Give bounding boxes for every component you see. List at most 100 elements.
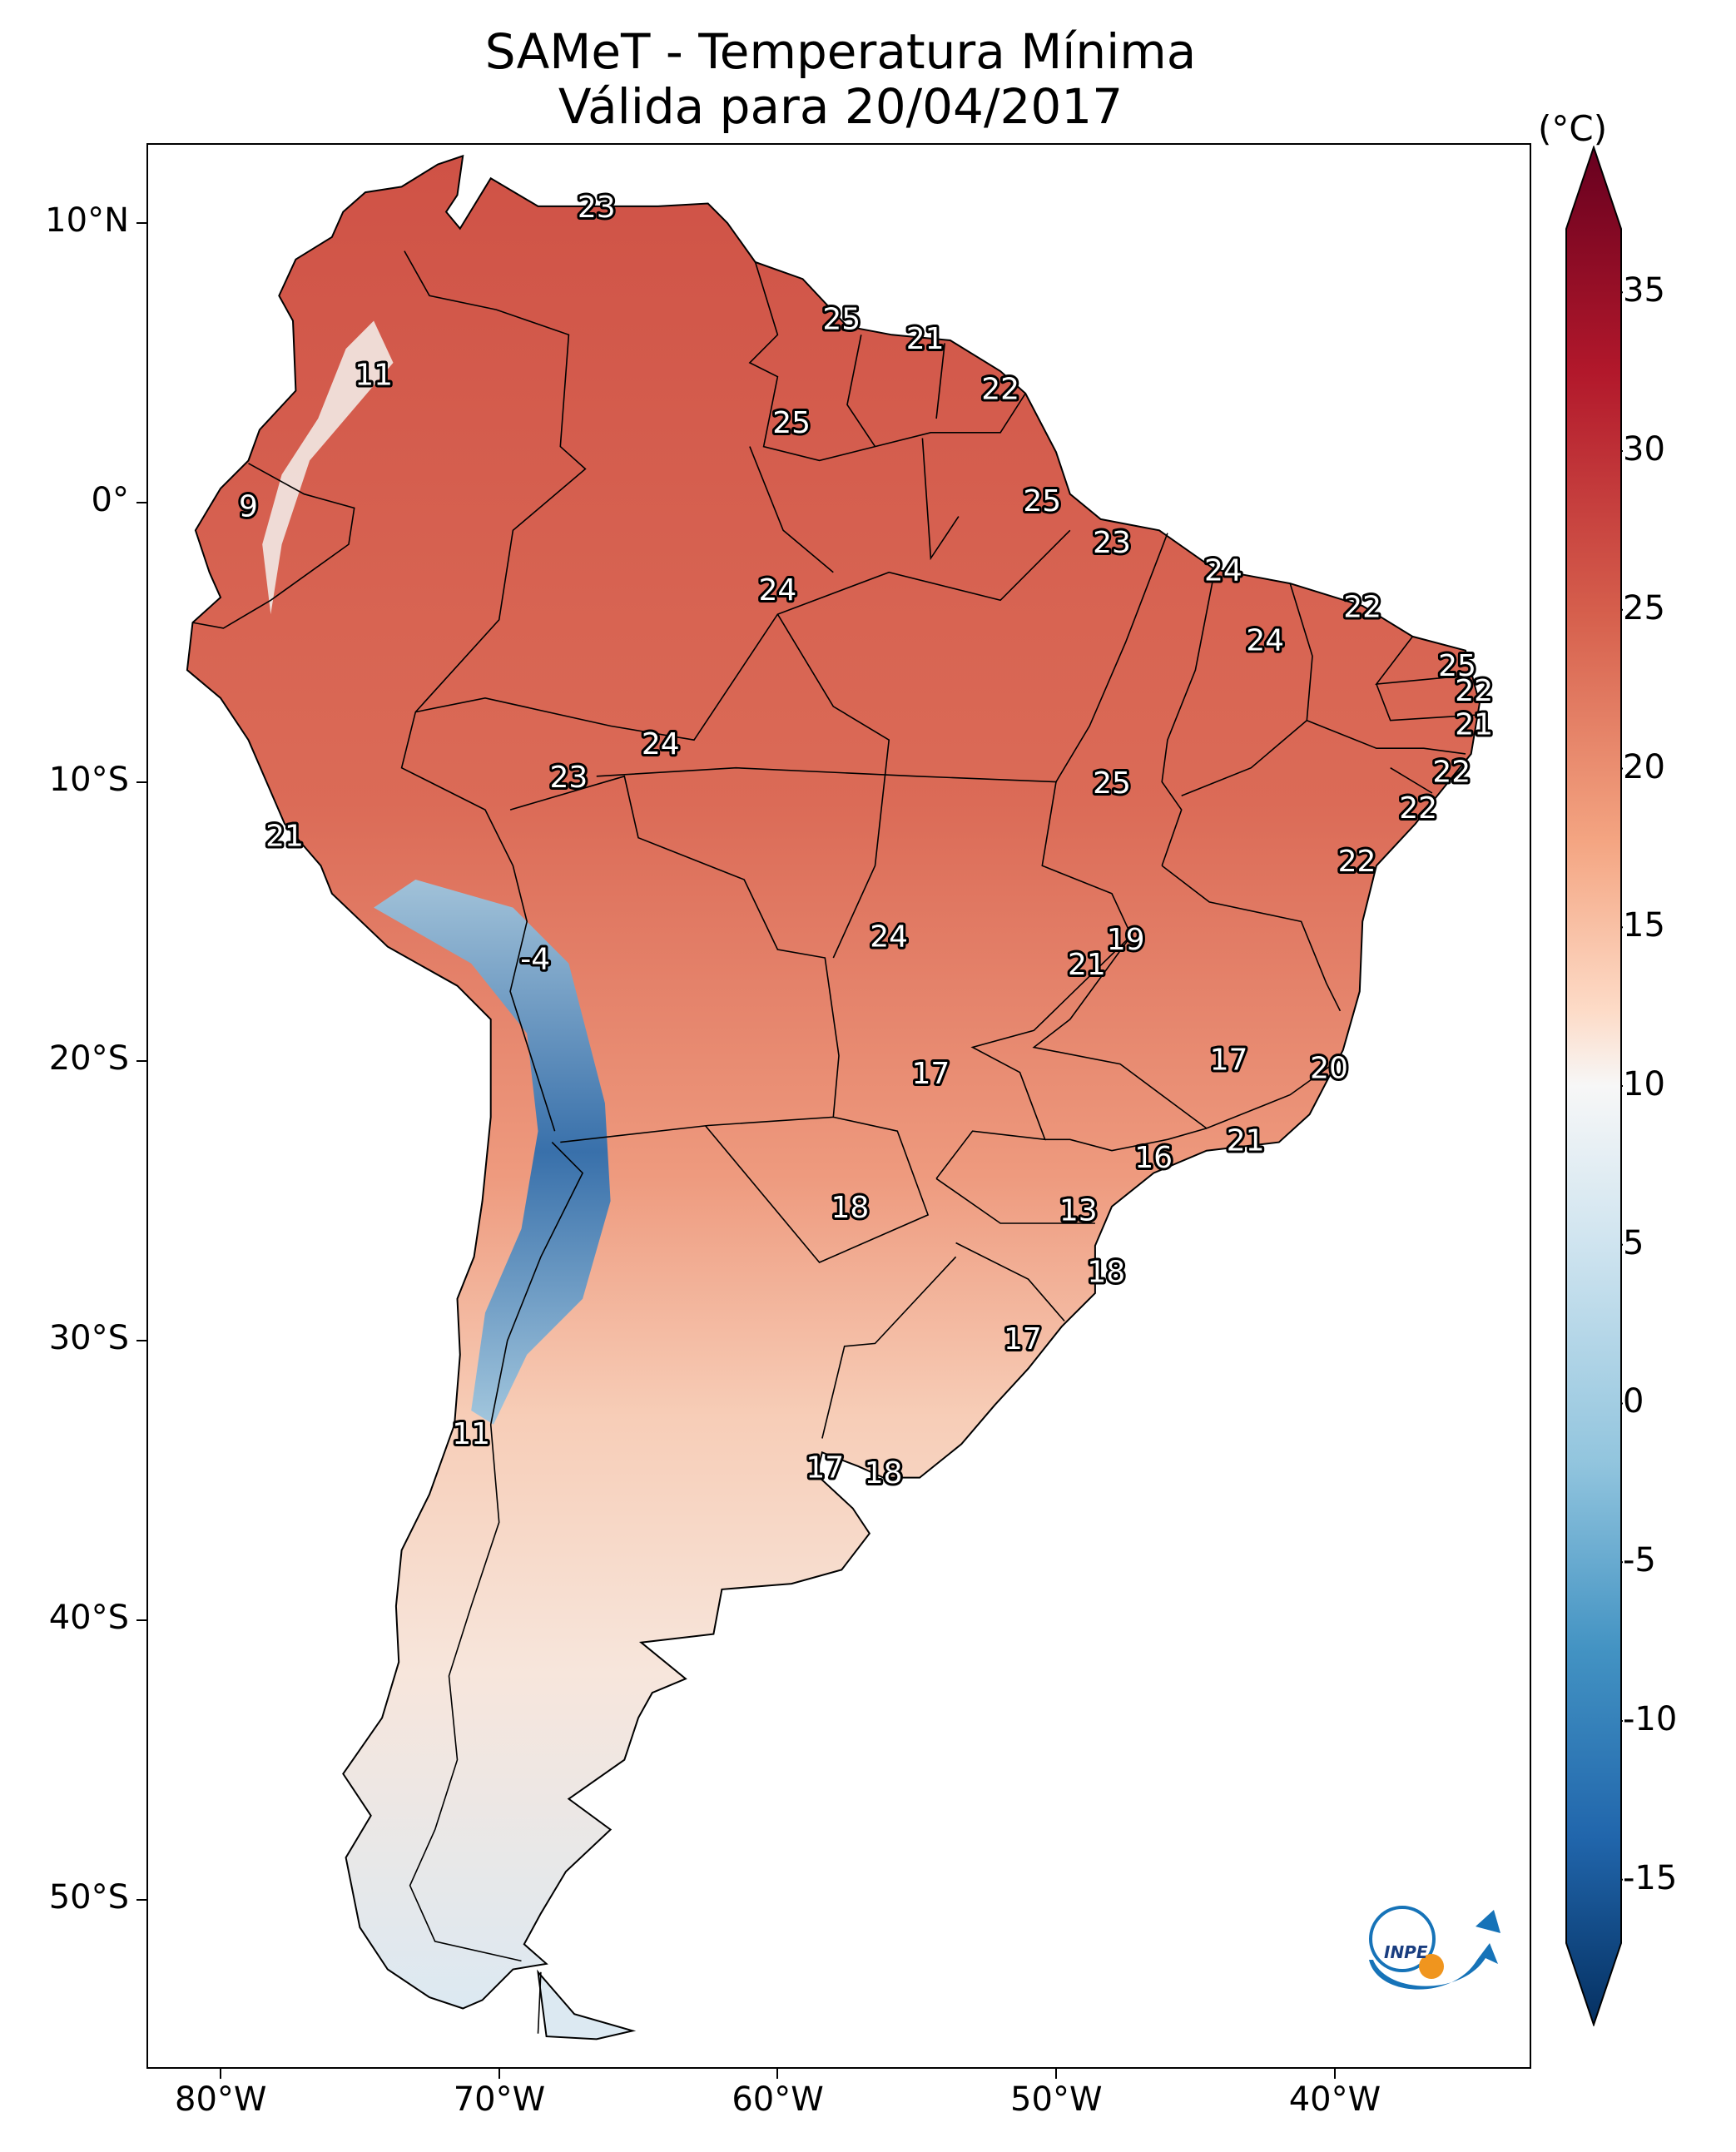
colorbar-tick-label: 30 bbox=[1623, 430, 1665, 469]
border-line bbox=[749, 446, 834, 573]
longitude-label: 60°W bbox=[732, 2080, 824, 2119]
border-line bbox=[776, 613, 890, 959]
border-line bbox=[821, 1256, 957, 1439]
border-line bbox=[704, 1116, 930, 1263]
logo-text: INPE bbox=[1384, 1942, 1428, 1962]
temperature-label: 25 bbox=[1093, 766, 1131, 801]
temperature-label: 20 bbox=[1310, 1051, 1348, 1085]
temperature-label: 24 bbox=[642, 727, 680, 761]
longitude-label: 40°W bbox=[1288, 2080, 1381, 2119]
temperature-label: 22 bbox=[1338, 845, 1376, 879]
tierra-del-fuego-shape bbox=[537, 1969, 637, 2040]
temperature-label: 23 bbox=[1093, 526, 1131, 560]
colorbar-tick-label: 35 bbox=[1623, 271, 1665, 310]
border-line bbox=[509, 775, 840, 1143]
temperature-label: 17 bbox=[911, 1057, 950, 1091]
longitude-tick bbox=[498, 2069, 500, 2079]
border-line bbox=[1161, 569, 1216, 866]
longitude-tick bbox=[776, 2069, 779, 2079]
colorbar-gradient bbox=[1565, 146, 1622, 2026]
temperature-label: 22 bbox=[1343, 590, 1381, 624]
border-line bbox=[935, 343, 945, 419]
temperature-label: 25 bbox=[822, 303, 861, 337]
temperature-label: 19 bbox=[1107, 923, 1145, 957]
border-line bbox=[955, 1242, 1065, 1322]
border-line bbox=[192, 463, 355, 629]
latitude-tick bbox=[136, 222, 146, 224]
latitude-tick bbox=[136, 1340, 146, 1342]
latitude-tick bbox=[136, 1060, 146, 1063]
colorbar-tick-label: 20 bbox=[1623, 747, 1665, 786]
temperature-label: 11 bbox=[452, 1417, 490, 1451]
colorbar-tick-label: 25 bbox=[1623, 588, 1665, 627]
border-line bbox=[1390, 767, 1433, 794]
logo-sun-icon bbox=[1419, 1954, 1444, 1979]
temperature-label: 18 bbox=[865, 1456, 903, 1490]
longitude-tick bbox=[1055, 2069, 1058, 2079]
latitude-tick bbox=[136, 1898, 146, 1901]
temperature-label: 24 bbox=[758, 573, 796, 607]
colorbar bbox=[1565, 146, 1623, 2026]
border-line bbox=[1376, 683, 1480, 721]
longitude-tick bbox=[220, 2069, 222, 2079]
colorbar-tick-label: -10 bbox=[1623, 1699, 1678, 1738]
temperature-label: 24 bbox=[1246, 624, 1284, 658]
temperature-label: 21 bbox=[1455, 707, 1493, 741]
border-line bbox=[1044, 1128, 1208, 1152]
latitude-label: 20°S bbox=[48, 1039, 129, 1078]
border-line bbox=[537, 1971, 542, 2034]
latitude-label: 0° bbox=[91, 480, 129, 519]
land-layer bbox=[186, 154, 1481, 2040]
temperature-label: 18 bbox=[831, 1191, 869, 1225]
border-line bbox=[935, 781, 1133, 1179]
latitude-tick bbox=[136, 501, 146, 503]
longitude-tick bbox=[1333, 2069, 1336, 2079]
state-borders bbox=[192, 250, 1480, 2034]
map-frame[interactable]: 23 11 25 21 22 25 9 25 23 24 24 22 24 25 22 21 24 23 25 22 2… bbox=[146, 143, 1531, 2069]
border-line bbox=[921, 438, 960, 561]
longitude-label: 70°W bbox=[453, 2080, 546, 2119]
temperature-label: 23 bbox=[549, 761, 588, 795]
border-line bbox=[409, 1142, 584, 1962]
temperature-label: 21 bbox=[1068, 948, 1106, 982]
colorbar-unit: (°C) bbox=[1538, 108, 1608, 149]
temperature-label: 17 bbox=[1004, 1322, 1042, 1356]
temperature-label: 13 bbox=[1059, 1194, 1098, 1228]
border-line bbox=[1032, 935, 1330, 1129]
border-line bbox=[596, 533, 1168, 783]
logo-arrow-icon bbox=[1476, 1910, 1500, 1933]
inpe-logo: INPE bbox=[1369, 1906, 1500, 1990]
temperature-label: 24 bbox=[1204, 554, 1242, 588]
map-title: SAMeT - Temperatura Mínima bbox=[484, 23, 1197, 80]
latitude-label: 50°S bbox=[48, 1877, 129, 1916]
andes-cold-region bbox=[374, 880, 611, 1425]
latitude-tick bbox=[136, 781, 146, 783]
latitude-label: 30°S bbox=[48, 1319, 129, 1358]
colorbar-tick-label: 10 bbox=[1623, 1065, 1665, 1103]
logo-ring-icon bbox=[1369, 1906, 1436, 1972]
border-line bbox=[1307, 719, 1466, 755]
border-line bbox=[935, 1178, 1095, 1224]
temperature-label: 11 bbox=[355, 359, 393, 393]
latitude-tick bbox=[136, 1619, 146, 1621]
temperature-label: 18 bbox=[1087, 1256, 1125, 1290]
temperature-label: 23 bbox=[578, 191, 616, 225]
temperature-label: 9 bbox=[239, 490, 258, 524]
latitude-label: 10°S bbox=[48, 760, 129, 799]
colorbar-tick-label: 5 bbox=[1623, 1223, 1644, 1262]
longitude-label: 80°W bbox=[175, 2080, 267, 2119]
temperature-label: 22 bbox=[1399, 791, 1437, 826]
colorbar-tick-label: -15 bbox=[1623, 1858, 1678, 1897]
temperature-label: 22 bbox=[981, 373, 1019, 407]
latitude-label: 40°S bbox=[48, 1598, 129, 1637]
temperature-label: 25 bbox=[772, 406, 811, 440]
temperature-label: -4 bbox=[520, 942, 550, 976]
temperature-label: 17 bbox=[1210, 1043, 1248, 1077]
border-line bbox=[1161, 865, 1342, 1012]
temperature-label: 21 bbox=[265, 820, 304, 854]
temperature-label: 16 bbox=[1134, 1141, 1173, 1175]
continent-shape bbox=[186, 154, 1481, 2010]
temperature-label: 21 bbox=[1227, 1124, 1265, 1158]
